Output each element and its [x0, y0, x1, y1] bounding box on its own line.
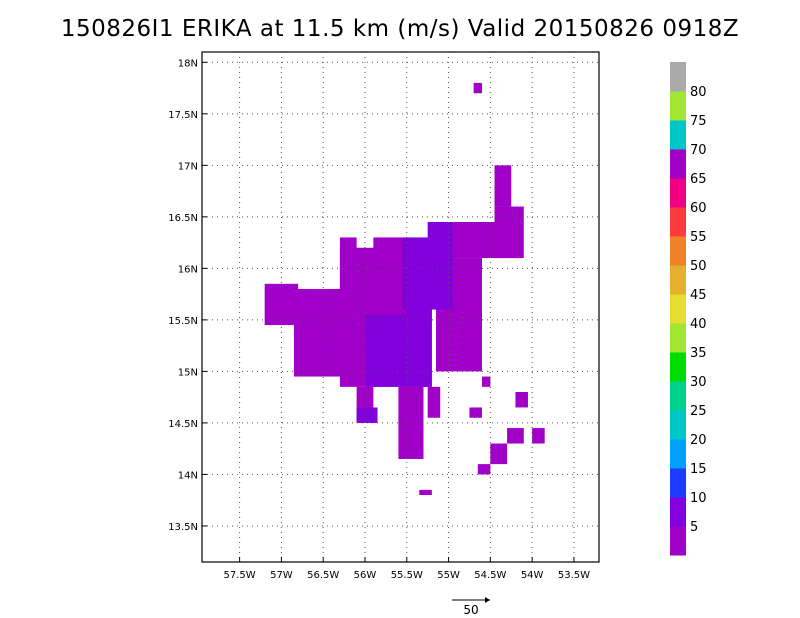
wind-region-purple-speck-9	[419, 489, 432, 496]
wind-region-purple-east-3	[494, 165, 512, 207]
colorbar-label: 25	[690, 404, 707, 419]
reference-vector-arrowhead	[485, 597, 490, 603]
colorbar-label: 60	[690, 201, 707, 216]
colorbar-segment	[670, 120, 686, 150]
colorbar-label: 50	[690, 259, 707, 274]
y-tick-label: 16.5N	[168, 213, 198, 224]
plot-frame	[201, 51, 600, 563]
x-tick-label: 57.5W	[224, 570, 256, 581]
colorbar-label: 45	[690, 288, 707, 303]
colorbar-segment	[670, 526, 686, 556]
wind-region-blue-core-1	[364, 314, 407, 387]
wind-region-purple-speck-8	[532, 428, 545, 444]
wind-region-purple-east-2	[494, 206, 524, 259]
colorbar-segment	[670, 410, 686, 440]
colorbar-segment	[670, 62, 686, 92]
colorbar-segment	[670, 207, 686, 237]
wind-region-blue-core-4	[427, 222, 453, 248]
colorbar-label: 15	[690, 462, 707, 477]
colorbar-segment	[670, 497, 686, 527]
colorbar-label: 40	[690, 317, 707, 332]
wind-region-purple-left-arm-2	[302, 309, 332, 331]
wind-region-purple-speck-7	[477, 464, 491, 475]
colorbar-label: 75	[690, 114, 707, 129]
colorbar-segment	[670, 178, 686, 208]
y-tick-label: 14.5N	[168, 419, 198, 430]
y-tick-label: 17.5N	[168, 110, 198, 121]
colorbar-label: 10	[690, 491, 707, 506]
x-tick-label: 55W	[437, 570, 460, 581]
wind-region-purple-south-3	[427, 386, 441, 418]
x-tick-label: 55.5W	[391, 570, 423, 581]
x-tick-label: 54.5W	[474, 570, 506, 581]
y-tick-label: 14N	[178, 470, 198, 481]
chart-title: 150826I1 ERIKA at 11.5 km (m/s) Valid 20…	[60, 16, 740, 42]
y-tick-label: 15.5N	[168, 316, 198, 327]
colorbar-segment	[670, 236, 686, 266]
colorbar-label: 5	[690, 520, 698, 535]
colorbar-label: 80	[690, 85, 707, 100]
x-tick-label: 56.5W	[307, 570, 339, 581]
colorbar-segment	[670, 439, 686, 469]
y-tick-label: 13.5N	[168, 522, 198, 533]
colorbar-segment	[670, 294, 686, 324]
colorbar-segment	[670, 265, 686, 295]
wind-region-purple-speck-5	[507, 428, 524, 444]
colorbar-label: 70	[690, 143, 707, 158]
y-tick-label: 16N	[178, 264, 198, 275]
colorbar-label: 55	[690, 230, 707, 245]
wind-region-blue-core-5	[356, 407, 378, 423]
colorbar-segment	[670, 91, 686, 121]
x-tick-label: 57W	[270, 570, 293, 581]
colorbar-segment	[670, 149, 686, 179]
wind-region-purple-north-spur	[339, 237, 357, 289]
x-tick-label: 54W	[521, 570, 544, 581]
colorbar-segment	[670, 381, 686, 411]
wind-region-purple-speck-4	[515, 392, 528, 408]
wind-region-purple-speck-2	[481, 376, 491, 387]
y-tick-label: 17N	[178, 161, 198, 172]
colorbar-label: 65	[690, 172, 707, 187]
x-tick-label: 56W	[354, 570, 377, 581]
colorbar-label: 35	[690, 346, 707, 361]
colorbar-label: 20	[690, 433, 707, 448]
x-tick-label: 53.5W	[558, 570, 590, 581]
colorbar-segment	[670, 468, 686, 498]
wind-region-purple-speck-1	[473, 82, 482, 94]
colorbar-segment	[670, 323, 686, 353]
y-tick-label: 15N	[178, 367, 198, 378]
wind-region-purple-speck-6	[490, 443, 508, 465]
colorbar-label: 30	[690, 375, 707, 390]
y-tick-label: 18N	[178, 58, 198, 69]
wind-region-purple-speck-3	[469, 407, 482, 418]
wind-region-purple-left-arm-1	[264, 283, 299, 326]
reference-vector-label: 50	[463, 603, 478, 617]
wind-region-blue-core-3	[402, 237, 453, 310]
colorbar-segment	[670, 352, 686, 382]
